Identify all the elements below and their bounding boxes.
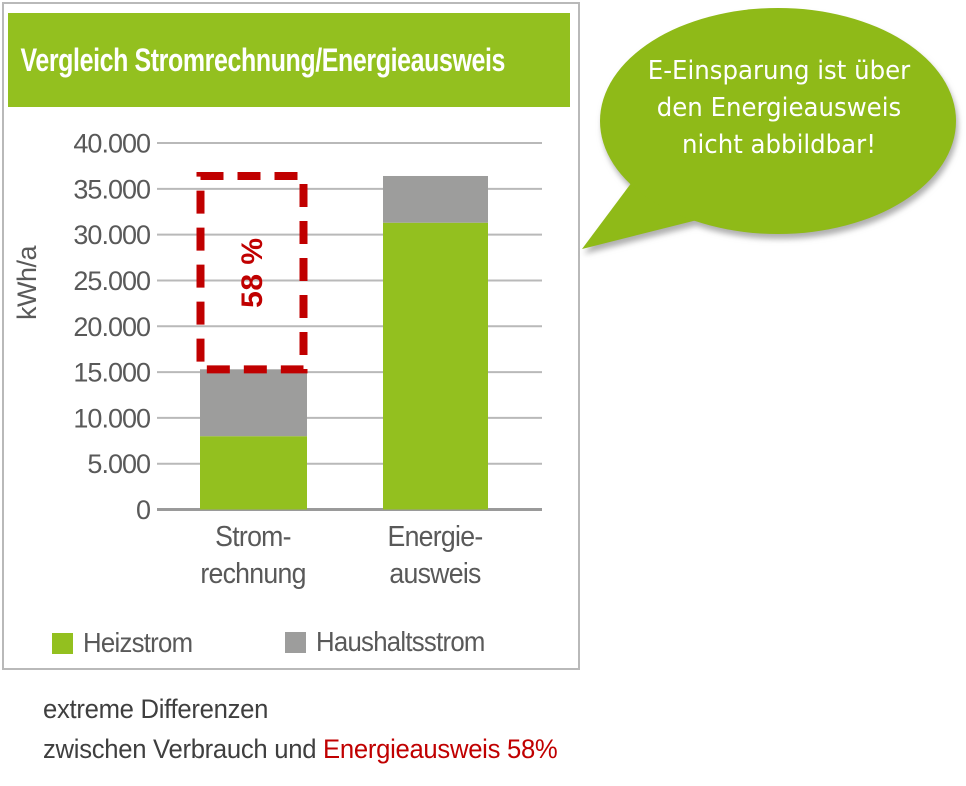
legend-label-heizstrom: Heizstrom bbox=[83, 627, 193, 658]
bar-segment-haushaltsstrom-energieausweis bbox=[383, 175, 488, 223]
x-label-stromrechnung: Strom- rechnung bbox=[200, 521, 306, 590]
y-tick-label: 20.000 bbox=[73, 312, 150, 342]
y-tick-label: 15.000 bbox=[73, 358, 150, 388]
legend: Heizstrom Haushaltsstrom bbox=[4, 622, 574, 666]
chart-title-bar: Vergleich Stromrechnung/Energieausweis bbox=[8, 13, 570, 107]
y-tick-label: 10.000 bbox=[73, 403, 150, 433]
caption-highlight: Energieausweis 58% bbox=[323, 734, 558, 764]
legend-item-haushaltsstrom: Haushaltsstrom bbox=[285, 626, 499, 658]
legend-item-heizstrom: Heizstrom bbox=[52, 627, 202, 659]
difference-label: 58 % bbox=[236, 237, 269, 307]
y-tick-label: 35.000 bbox=[73, 174, 150, 204]
y-axis-label: kWh/a bbox=[12, 245, 42, 321]
plot-area: kWh/a 40.000 35.000 30.000 25.000 20.000 15.0… bbox=[12, 129, 542, 525]
difference-box bbox=[196, 171, 308, 374]
y-tick-label: 0 bbox=[136, 495, 150, 525]
caption-line1: extreme Differenzen bbox=[43, 694, 269, 724]
bar-segment-heizstrom-energieausweis bbox=[383, 222, 488, 510]
caption-line2: zwischen Verbrauch und Energieausweis 58… bbox=[43, 734, 558, 764]
bar-segment-heizstrom-stromrechnung bbox=[200, 436, 307, 510]
speech-bubble-body bbox=[600, 8, 956, 234]
chart-title: Vergleich Stromrechnung/Energieausweis bbox=[20, 41, 506, 78]
y-tick-label: 40.000 bbox=[73, 129, 150, 159]
chart-panel: Vergleich Stromrechnung/Energieausweis k… bbox=[2, 2, 580, 670]
caption: extreme Differenzen zwischen Verbrauch u… bbox=[43, 689, 558, 769]
heizstrom-swatch-icon bbox=[52, 632, 73, 654]
y-tick-label: 30.000 bbox=[73, 220, 150, 250]
speech-bubble bbox=[582, 8, 956, 249]
y-tick-label: 5.000 bbox=[87, 449, 150, 479]
legend-label-haushaltsstrom: Haushaltsstrom bbox=[316, 626, 485, 657]
haushaltsstrom-swatch-icon bbox=[285, 631, 306, 653]
y-tick-label: 25.000 bbox=[73, 266, 150, 296]
speech-bubble-text: E-Einsparung ist über den Energieausweis… bbox=[647, 56, 911, 160]
x-label-energieausweis: Energie- ausweis bbox=[387, 521, 484, 590]
speech-bubble-tail bbox=[582, 178, 725, 249]
bar-segment-haushaltsstrom-stromrechnung bbox=[200, 369, 307, 437]
